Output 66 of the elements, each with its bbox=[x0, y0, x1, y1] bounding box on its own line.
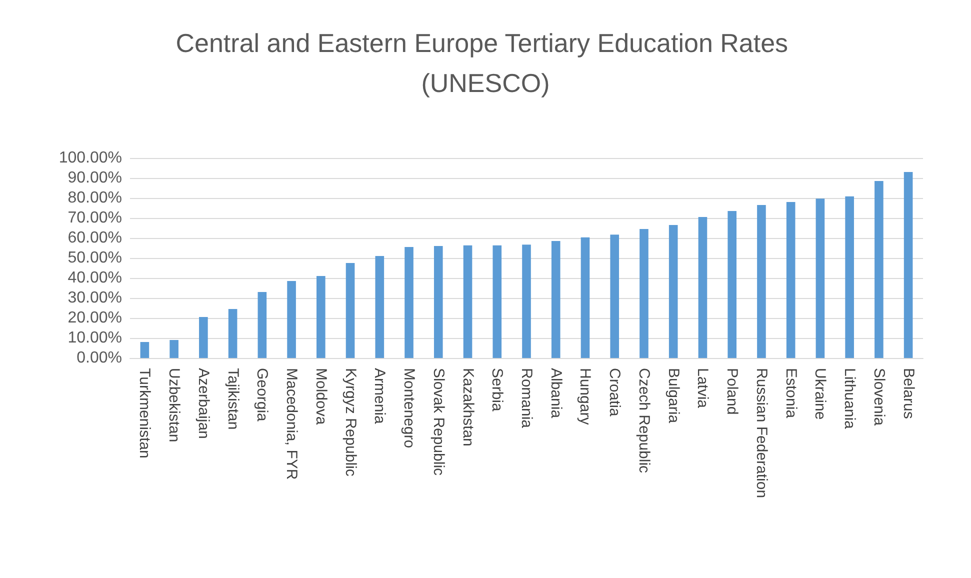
x-tick-label: Slovak Republic bbox=[430, 368, 447, 476]
bar bbox=[287, 281, 296, 358]
bar bbox=[228, 309, 238, 358]
y-tick-label: 100.00% bbox=[58, 150, 122, 166]
x-tick-label: Uzbekistan bbox=[166, 368, 183, 442]
bar bbox=[199, 317, 208, 358]
x-tick-label: Croatia bbox=[606, 368, 624, 418]
x-tick-label: Armenia bbox=[371, 368, 388, 425]
x-tick-label: Macedonia, FYR bbox=[283, 368, 300, 480]
bar bbox=[404, 247, 414, 358]
x-tick-label: Montenegro bbox=[400, 368, 418, 448]
bar bbox=[463, 245, 472, 358]
x-tick-label: Ukraine bbox=[812, 368, 829, 420]
bar bbox=[668, 225, 678, 358]
bar bbox=[640, 229, 648, 358]
bar bbox=[346, 263, 355, 358]
bar bbox=[258, 292, 267, 358]
y-tick-label: 60.00% bbox=[68, 230, 122, 246]
x-tick-label: Azerbaijan bbox=[194, 368, 212, 439]
x-tick-label: Russian Federation bbox=[752, 368, 770, 498]
bar bbox=[580, 237, 590, 358]
x-tick-label: Poland bbox=[724, 368, 741, 415]
y-tick-label: 20.00% bbox=[68, 310, 122, 326]
y-tick-label: 40.00% bbox=[68, 270, 122, 286]
chart-title: Central and Eastern Europe Tertiary Education Rates (UNESCO) bbox=[176, 28, 796, 98]
y-tick-label: 10.00% bbox=[68, 330, 122, 346]
bar bbox=[728, 211, 736, 358]
y-tick-label: 50.00% bbox=[68, 250, 122, 266]
x-tick-label: Moldova bbox=[312, 368, 330, 426]
bar bbox=[140, 342, 150, 358]
bar bbox=[610, 234, 620, 358]
y-tick-label: 0.00% bbox=[76, 350, 122, 366]
y-tick-label: 70.00% bbox=[68, 210, 122, 226]
x-tick-label: Estonia bbox=[782, 368, 800, 419]
x-tick-label: Georgia bbox=[254, 368, 271, 422]
bar bbox=[845, 196, 854, 358]
x-tick-label: Kyrgyz Republic bbox=[342, 368, 359, 477]
x-tick-label: Albania bbox=[547, 368, 564, 419]
bar bbox=[375, 256, 384, 358]
x-tick-label: Turkmenistan bbox=[136, 368, 154, 458]
x-tick-label: Tajikistan bbox=[224, 368, 242, 430]
bar bbox=[170, 340, 178, 358]
x-tick-label: Hungary bbox=[576, 368, 594, 426]
x-tick-label: Serbia bbox=[488, 368, 506, 412]
bar bbox=[492, 245, 502, 358]
bar bbox=[786, 202, 796, 358]
bar bbox=[316, 276, 326, 358]
y-tick-label: 80.00% bbox=[68, 190, 122, 206]
x-tick-label: Latvia bbox=[694, 368, 712, 409]
x-tick-label: Czech Republic bbox=[635, 368, 652, 474]
bar bbox=[816, 198, 825, 358]
bar bbox=[434, 246, 443, 358]
y-tick-label: 90.00% bbox=[68, 170, 122, 186]
bar bbox=[698, 217, 708, 358]
x-tick-label: Slovenia bbox=[870, 368, 888, 426]
bar bbox=[522, 244, 531, 358]
x-tick-label: Bulgaria bbox=[664, 368, 682, 424]
x-tick-label: Romania bbox=[518, 368, 535, 429]
bar bbox=[757, 205, 766, 358]
bar bbox=[551, 241, 560, 358]
x-tick-label: Lithuania bbox=[841, 368, 858, 430]
x-tick-label: Belarus bbox=[900, 368, 917, 419]
bar bbox=[874, 181, 884, 358]
bar bbox=[904, 172, 913, 358]
y-tick-label: 30.00% bbox=[68, 290, 122, 306]
x-tick-label: Kazakhstan bbox=[459, 368, 476, 446]
